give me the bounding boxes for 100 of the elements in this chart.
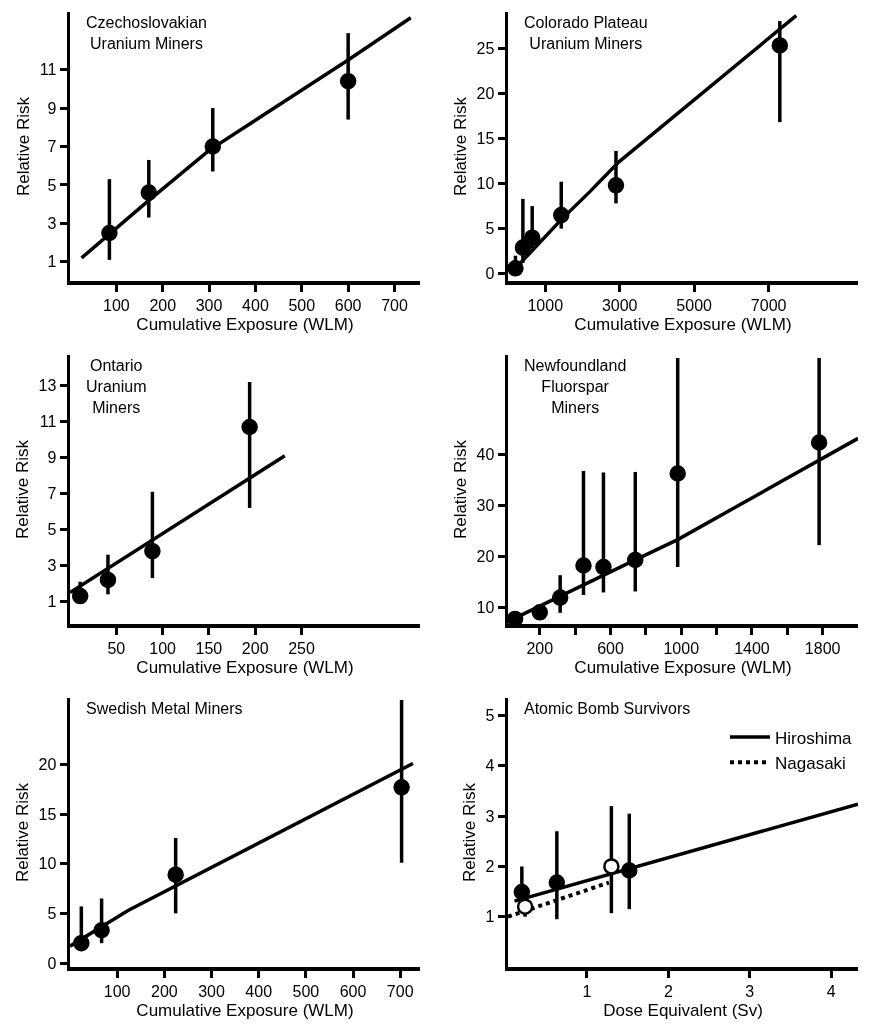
y-tick-label: 3 — [47, 214, 57, 232]
x-tick-label: 700 — [386, 982, 414, 1000]
y-tick-label: 5 — [47, 905, 57, 922]
point — [339, 72, 357, 90]
x-tick-label: 500 — [288, 296, 316, 314]
y-tick-label: 30 — [476, 497, 495, 515]
x-tick-label: 100 — [103, 982, 131, 1000]
x-tick-label: 3 — [745, 982, 755, 1000]
x-tick-label: 300 — [198, 982, 225, 1000]
x-tick-label: 400 — [242, 296, 269, 314]
x-tick-label: 50 — [107, 639, 126, 657]
point — [603, 858, 620, 875]
point — [621, 862, 638, 879]
y-tick-label: 1 — [47, 593, 57, 611]
x-axis-title: Cumulative Exposure (WLM) — [136, 314, 354, 334]
x-tick-label: 1000 — [663, 639, 700, 657]
point — [669, 465, 686, 482]
y-tick-label: 1 — [485, 908, 495, 926]
y-axis-title: Relative Risk — [14, 96, 34, 197]
y-axis-title: Relative Risk — [451, 439, 471, 540]
x-tick-label: 100 — [149, 639, 177, 657]
y-tick-label: 20 — [38, 756, 57, 774]
x-tick-label: 600 — [334, 296, 362, 314]
text: Ontario Uranium Miners — [86, 357, 147, 416]
y-tick-label: 25 — [476, 39, 495, 57]
x-tick-label: 200 — [150, 982, 178, 1000]
point — [523, 229, 541, 246]
x-axis-title: Cumulative Exposure (WLM) — [136, 1000, 354, 1020]
point — [241, 418, 258, 436]
x-tick-label: 3000 — [601, 296, 638, 314]
x-axis-title: Cumulative Exposure (WLM) — [136, 657, 354, 677]
x-tick-label: 700 — [381, 296, 408, 314]
y-tick-label: 10 — [476, 175, 495, 193]
y-tick-label: 11 — [39, 413, 57, 431]
point — [810, 434, 828, 451]
text: Newfoundland Fluorspar Miners — [524, 357, 627, 416]
y-tick-label: 3 — [485, 807, 495, 825]
y-tick-label: 40 — [476, 446, 495, 464]
y-axis-title: Relative Risk — [460, 782, 480, 883]
x-tick-label: 1400 — [734, 639, 770, 657]
legend-label: Hiroshima — [775, 728, 853, 748]
x-tick-label: 500 — [292, 982, 320, 1000]
point — [99, 571, 117, 589]
y-tick-label: 2 — [485, 858, 495, 876]
y-tick-label: 5 — [485, 220, 495, 238]
x-tick-label: 200 — [526, 639, 554, 657]
y-axis-title: Relative Risk — [13, 782, 33, 883]
y-tick-label: 7 — [47, 138, 57, 156]
x-tick-label: 100 — [103, 296, 130, 314]
y-tick-label: 4 — [485, 757, 495, 775]
x-tick-label: 300 — [195, 296, 223, 314]
text: Czechoslovakian Uranium Miners — [86, 14, 207, 52]
y-tick-label: 10 — [38, 855, 57, 873]
x-tick-label: 250 — [288, 639, 315, 657]
x-tick-label: 200 — [149, 296, 177, 314]
point — [575, 557, 592, 574]
y-tick-label: 20 — [476, 84, 495, 102]
x-tick-label: 7000 — [750, 296, 787, 314]
x-tick-label: 600 — [339, 982, 367, 1000]
point — [607, 177, 625, 194]
x-tick-label: 1800 — [804, 639, 841, 657]
point — [513, 883, 531, 901]
x-axis-title: Cumulative Exposure (WLM) — [574, 314, 792, 334]
chart-title: Atomic Bomb Survivors — [524, 700, 691, 717]
y-tick-label: 0 — [47, 954, 57, 972]
y-tick-label: 15 — [38, 805, 57, 823]
point — [548, 874, 566, 891]
point — [514, 239, 532, 256]
y-tick-label: 3 — [47, 557, 57, 575]
y-tick-label: 7 — [47, 485, 57, 503]
point — [771, 37, 789, 54]
point — [595, 558, 612, 576]
y-axis-title: Relative Risk — [451, 96, 471, 197]
y-tick-label: 15 — [476, 129, 495, 147]
x-tick-label: 1 — [582, 982, 592, 1000]
point — [144, 542, 161, 560]
text: Colorado Plateau Uranium Miners — [524, 14, 648, 52]
point — [516, 898, 534, 915]
y-axis-title: Relative Risk — [13, 439, 33, 540]
x-tick-label: 400 — [245, 982, 273, 1000]
y-tick-label: 1 — [47, 253, 57, 271]
y-tick-label: 0 — [485, 265, 495, 283]
y-tick-label: 5 — [47, 521, 57, 539]
x-axis-title: Cumulative Exposure (WLM) — [574, 657, 792, 677]
x-tick-label: 200 — [241, 639, 269, 657]
x-tick-label: 5000 — [676, 296, 713, 314]
x-tick-label: 2 — [663, 982, 673, 1000]
point — [71, 587, 89, 605]
x-tick-label: 150 — [195, 639, 223, 657]
y-tick-label: 20 — [476, 547, 495, 565]
y-tick-label: 9 — [47, 449, 57, 467]
y-tick-label: 11 — [39, 61, 57, 79]
x-tick-label: 600 — [597, 639, 624, 657]
point — [393, 779, 410, 796]
y-tick-label: 10 — [476, 598, 495, 616]
x-tick-label: 1000 — [527, 296, 564, 314]
x-tick-label: 4 — [826, 982, 836, 1000]
point — [167, 866, 184, 883]
chart-title: Swedish Metal Miners — [86, 700, 243, 717]
y-tick-label: 13 — [38, 377, 57, 395]
